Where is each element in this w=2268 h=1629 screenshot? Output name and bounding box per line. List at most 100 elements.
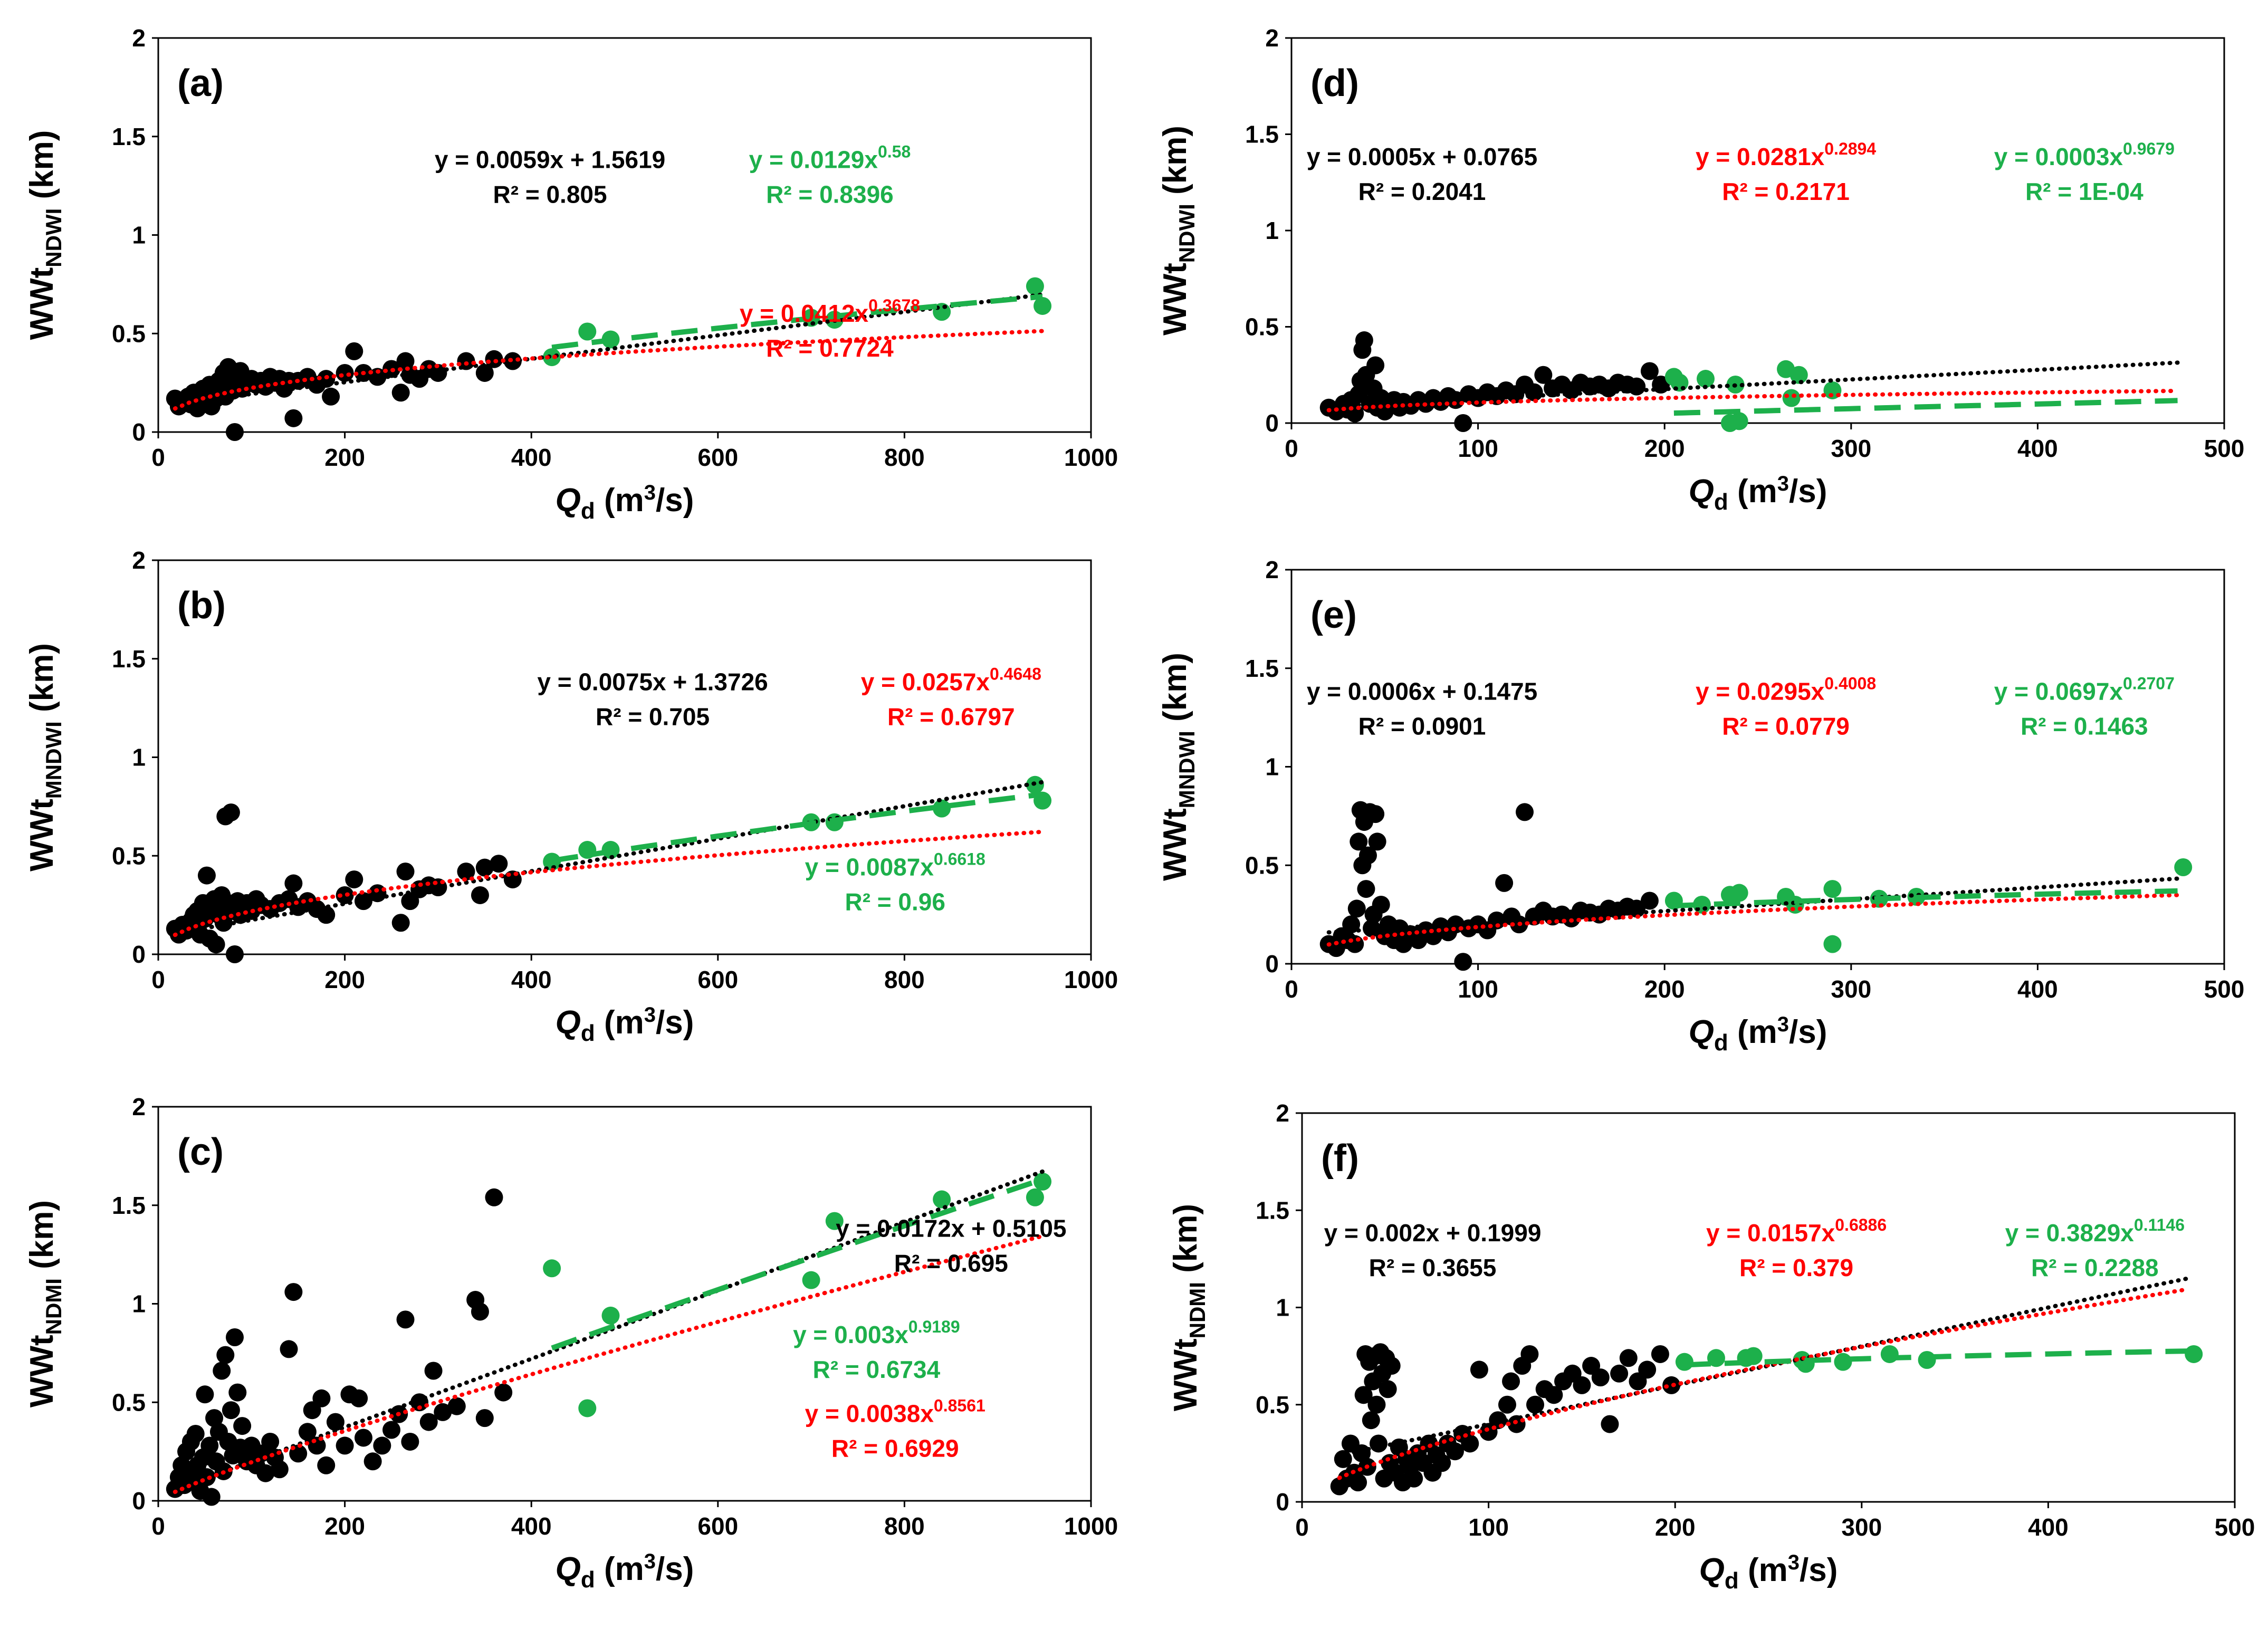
data-point-green <box>578 1399 597 1417</box>
x-axis-label-tail: /s) <box>656 1004 694 1041</box>
data-point-black <box>222 1401 240 1420</box>
data-point-green <box>1782 389 1801 407</box>
x-axis-label-sub: d <box>1714 489 1728 515</box>
trendline-green <box>551 1176 1044 1351</box>
x-tick-label: 400 <box>511 1512 552 1540</box>
panel-label: (c) <box>177 1131 224 1173</box>
data-point-black <box>1358 846 1377 865</box>
data-point-black <box>1640 892 1659 910</box>
y-tick-label: 2 <box>1265 556 1279 583</box>
y-tick-label: 0 <box>132 418 146 446</box>
equation-base: y = 0.0697x <box>1994 678 2123 705</box>
data-point-black <box>1346 404 1364 423</box>
x-axis-label-main: Q <box>1689 473 1714 510</box>
equation-base: y = 0.0257x <box>861 668 990 696</box>
equation-base: y = 0.0157x <box>1706 1219 1835 1247</box>
data-point-black <box>312 1389 331 1407</box>
x-axis-label: Qd (m3/s) <box>556 481 694 524</box>
trendline-green <box>1673 888 2178 908</box>
y-axis-label-main: WWt <box>1157 263 1193 336</box>
x-tick-label: 400 <box>511 966 552 993</box>
equation-exponent: 0.8561 <box>934 1396 985 1415</box>
trendline-red <box>173 1234 1045 1494</box>
y-tick-label: 2 <box>1265 24 1279 52</box>
equation-base: y = 0.0129x <box>749 146 878 174</box>
x-axis-label: Qd (m3/s) <box>1689 472 1827 515</box>
equation-base: y = 0.3829x <box>2005 1219 2135 1247</box>
r-squared-green: R² = 0.8396 <box>766 181 894 208</box>
data-point-green <box>1834 1353 1852 1371</box>
data-point-black <box>396 1310 415 1329</box>
x-tick-label: 400 <box>2028 1513 2069 1541</box>
y-axis-label-main: WWt <box>1157 808 1193 881</box>
data-point-black <box>1520 1345 1539 1363</box>
panel-label: (f) <box>1321 1137 1359 1180</box>
y-tick-label: 2 <box>132 1093 146 1120</box>
data-point-green <box>578 322 597 341</box>
data-point-black <box>270 1460 289 1479</box>
data-point-black <box>298 1423 317 1441</box>
y-axis-label-sub: MNDWI <box>1174 731 1199 808</box>
r-squared-green: R² = 0.1463 <box>2021 713 2148 740</box>
x-axis-label-sup: 3 <box>1788 1551 1800 1574</box>
data-point-black <box>1372 895 1390 914</box>
data-point-black <box>354 1429 372 1447</box>
x-tick-label: 100 <box>1458 435 1498 462</box>
data-point-black <box>1470 1360 1488 1379</box>
x-axis-label-main: Q <box>556 1004 581 1041</box>
data-point-black <box>1446 1442 1464 1461</box>
x-tick-label: 0 <box>151 1512 165 1540</box>
x-tick-label: 0 <box>151 444 165 471</box>
data-point-black <box>475 858 494 877</box>
data-point-black <box>494 1383 513 1402</box>
x-tick-label: 200 <box>324 444 365 471</box>
y-tick-label: 0.5 <box>1245 851 1279 879</box>
x-axis-label-sup: 3 <box>644 481 656 504</box>
data-point-black <box>1534 366 1553 384</box>
data-point-black <box>434 1403 452 1421</box>
data-point-green <box>1789 366 1808 384</box>
x-tick-label: 0 <box>1295 1513 1309 1541</box>
equation-exponent: 0.6618 <box>934 850 985 869</box>
data-point-black <box>350 1389 368 1407</box>
y-tick-label: 0.5 <box>112 320 146 347</box>
y-tick-label: 1 <box>132 222 146 249</box>
y-tick-label: 1 <box>1265 217 1279 244</box>
x-tick-label: 200 <box>1655 1513 1696 1541</box>
equation-base: y = 0.0281x <box>1696 143 1825 170</box>
y-tick-label: 1.5 <box>112 123 146 150</box>
data-point-black <box>322 387 340 406</box>
y-tick-label: 0 <box>132 941 146 968</box>
x-axis-label-main: Q <box>556 1551 581 1587</box>
data-point-black <box>225 423 244 441</box>
data-point-black <box>336 1436 354 1455</box>
r-squared-red: R² = 0.6929 <box>831 1435 959 1462</box>
y-axis-label-unit: (km) <box>24 643 60 721</box>
y-tick-label: 1.5 <box>112 1192 146 1219</box>
data-point-black <box>216 1346 235 1364</box>
x-tick-label: 400 <box>2017 435 2058 462</box>
x-axis-label-sub: d <box>1725 1568 1739 1594</box>
y-axis-label-main: WWt <box>24 267 60 340</box>
x-axis-label-tail: /s) <box>1789 473 1827 510</box>
data-point-black <box>225 945 244 963</box>
r-squared-black: R² = 0.0901 <box>1358 713 1486 740</box>
trendline-black <box>1326 876 2180 935</box>
y-axis-label-sub: MNDWI <box>41 721 66 799</box>
equation-exponent: 0.1146 <box>2134 1215 2185 1234</box>
data-point-black <box>396 352 415 370</box>
data-point-black <box>1628 377 1646 396</box>
equation-green: y = 0.3829x0.1146 <box>2005 1215 2185 1247</box>
y-axis-label: WWtNDMI (km) <box>24 1200 66 1407</box>
y-axis-label-unit: (km) <box>24 1200 60 1278</box>
equation-exponent: 0.9189 <box>908 1317 960 1336</box>
data-point-green <box>1670 373 1689 392</box>
x-tick-label: 800 <box>884 966 925 993</box>
data-point-black <box>213 1362 231 1380</box>
data-point-black <box>1369 1434 1387 1453</box>
data-point-black <box>345 870 363 889</box>
data-point-green <box>1707 1349 1725 1367</box>
data-point-black <box>1591 1368 1610 1387</box>
data-point-black <box>197 1468 216 1487</box>
trendline-green <box>551 294 1043 350</box>
